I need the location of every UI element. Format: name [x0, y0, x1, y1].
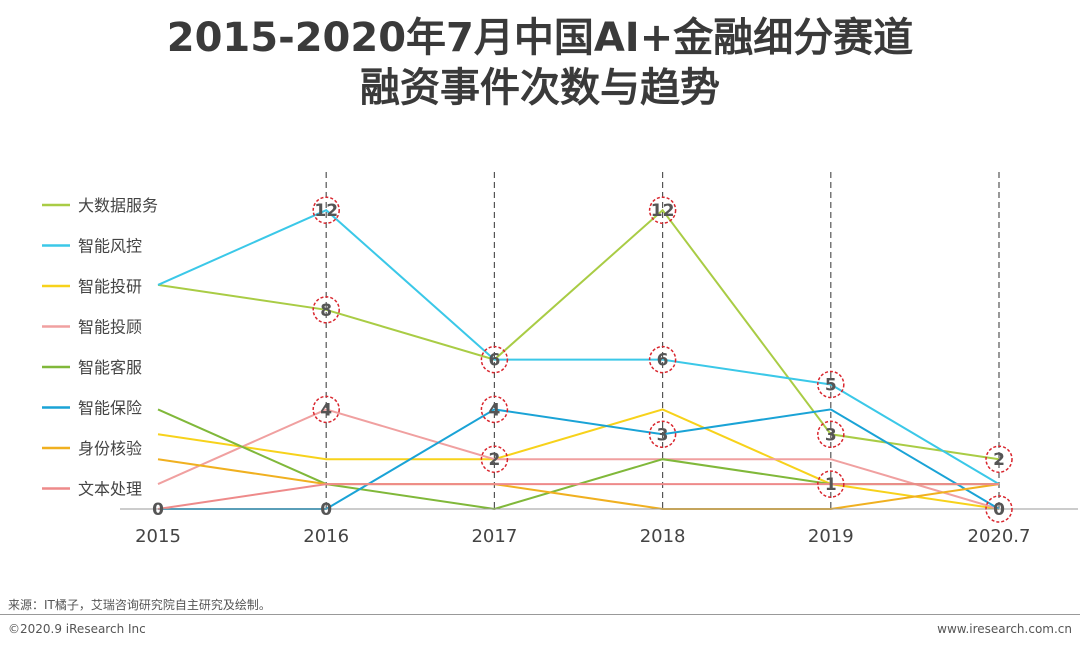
x-tick-label: 2016: [303, 526, 349, 547]
legend-label: 文本处理: [78, 480, 142, 499]
data-label: 3: [825, 425, 837, 445]
data-label-circle: [817, 420, 845, 449]
series-line-3: [157, 408, 1000, 510]
data-label: 2: [993, 450, 1005, 470]
x-axis: 2015 2016 2017 2018 2019 2020.7: [120, 508, 1078, 547]
series-line-0: [157, 208, 1000, 461]
data-label: 4: [488, 400, 500, 420]
data-label-circle: [648, 420, 677, 449]
data-label: 2: [488, 450, 500, 470]
series-lines: [157, 208, 1000, 511]
series-line-1: [157, 209, 1000, 485]
data-label: 5: [825, 376, 837, 396]
data-label: 12: [651, 201, 675, 221]
source-note: 来源：IT橘子，艾瑞咨询研究院自主研究及绘制。: [8, 598, 271, 612]
series-line-6: [157, 458, 1000, 510]
data-label-circle: [480, 445, 509, 473]
data-label-circle: [817, 470, 845, 498]
legend-label: 智能投顾: [78, 318, 142, 337]
chart-title-line2: 融资事件次数与趋势: [360, 65, 720, 111]
data-label-circle: [312, 196, 340, 224]
x-tick-label: 2018: [640, 526, 686, 547]
data-label: 1: [825, 475, 837, 495]
line-chart: 2015 2016 2017 2018 2019 2020.7 0128406421263…: [42, 172, 1078, 547]
data-label-circle: [480, 395, 509, 424]
data-label: 8: [320, 301, 332, 321]
data-label-circle: [648, 196, 677, 224]
data-label: 0: [152, 500, 164, 520]
data-label-circle: [312, 296, 340, 324]
legend-label: 身份核验: [78, 439, 142, 458]
data-label-circle: [985, 445, 1013, 473]
data-label-circle: [817, 370, 845, 399]
data-label-circle: [312, 395, 340, 424]
data-label: 3: [657, 425, 669, 445]
x-tick-label: 2017: [471, 526, 517, 547]
legend-label: 智能风控: [78, 237, 142, 256]
series-line-2: [157, 408, 1000, 510]
legend-label: 智能客服: [78, 358, 142, 377]
legend-label: 大数据服务: [78, 196, 158, 215]
grid-lines: [325, 172, 1000, 509]
legend-label: 智能投研: [78, 277, 142, 296]
data-label: 6: [657, 351, 669, 371]
x-tick-label: 2020.7: [968, 526, 1031, 547]
data-label-circle: [985, 495, 1013, 523]
x-tick-label: 2019: [808, 526, 854, 547]
series-line-7: [157, 483, 999, 510]
chart-title-line1: 2015-2020年7月中国AI+金融细分赛道: [166, 15, 914, 61]
data-label: 4: [320, 400, 332, 420]
data-label-circle: [480, 345, 509, 374]
data-label: 0: [993, 500, 1005, 520]
legend-label: 智能保险: [78, 399, 142, 418]
data-label: 12: [314, 201, 338, 221]
x-tick-label: 2015: [135, 526, 181, 547]
data-label: 0: [320, 500, 332, 520]
copyright-text: ©2020.9 iResearch Inc: [8, 622, 146, 636]
footer-divider: [0, 614, 1080, 615]
data-label-circle: [648, 345, 677, 374]
website-link[interactable]: www.iresearch.com.cn: [937, 622, 1072, 636]
data-label: 6: [488, 351, 500, 371]
